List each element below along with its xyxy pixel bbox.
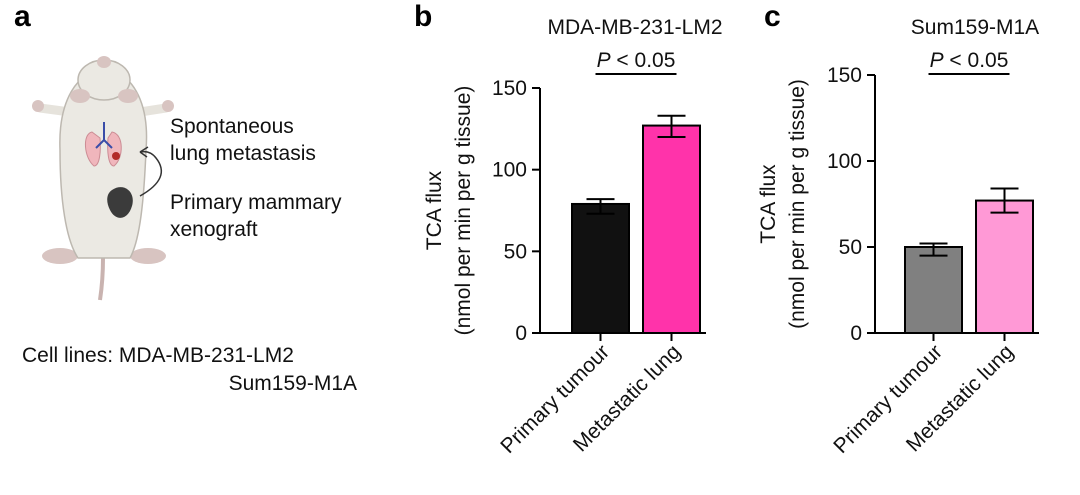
chart-title: Sum159-M1A [911, 16, 1039, 39]
label-primary-line2: xenograft [170, 218, 258, 241]
significance-label: P < 0.05 [930, 49, 1009, 72]
significance-threshold: < 0.05 [944, 49, 1009, 72]
chart-title: MDA-MB-231-LM2 [547, 16, 722, 39]
y-tick-label: 0 [515, 322, 527, 345]
significance-threshold: < 0.05 [611, 49, 676, 72]
y-axis-title-line1: TCA flux [757, 164, 780, 244]
label-spontaneous-line2: lung metastasis [170, 142, 316, 165]
significance-label: P < 0.05 [597, 49, 676, 72]
bar [642, 124, 701, 334]
y-tick-label: 50 [839, 236, 862, 259]
panel-letter-b: b [414, 0, 432, 33]
chart-c: c Sum159-M1A 0 50 100 150 TCA flux (nmol per m… [757, 0, 1039, 458]
y-tick-label: 0 [850, 322, 862, 345]
panel-letter-c: c [764, 0, 781, 33]
chart-b: b MDA-MB-231-LM2 0 50 100 150 TCA flux (nmol p… [414, 0, 723, 458]
y-tick-label: 50 [504, 240, 527, 263]
y-axis-title-line2: (nmol per min per g tissue) [452, 86, 475, 336]
significance-p: P [930, 49, 944, 72]
y-tick-label: 100 [827, 150, 862, 173]
panel-letter-a: a [14, 0, 31, 33]
significance-p: P [597, 49, 611, 72]
y-tick-label: 150 [492, 77, 527, 100]
bar [975, 199, 1034, 334]
cell-lines-line1: Cell lines: MDA-MB-231-LM2 [22, 344, 294, 367]
y-tick-label: 150 [827, 64, 862, 87]
y-axis-title-line2: (nmol per min per g tissue) [786, 79, 809, 329]
cell-lines-line2: Sum159-M1A [229, 372, 357, 395]
bar [904, 246, 963, 334]
y-axis-title-line1: TCA flux [423, 170, 446, 250]
bar [571, 202, 630, 334]
label-primary-line1: Primary mammary [170, 191, 342, 214]
mouse-illustration [32, 56, 174, 301]
label-spontaneous-line1: Spontaneous [170, 115, 294, 138]
y-tick-label: 100 [492, 159, 527, 182]
panel-a: a [14, 0, 357, 395]
